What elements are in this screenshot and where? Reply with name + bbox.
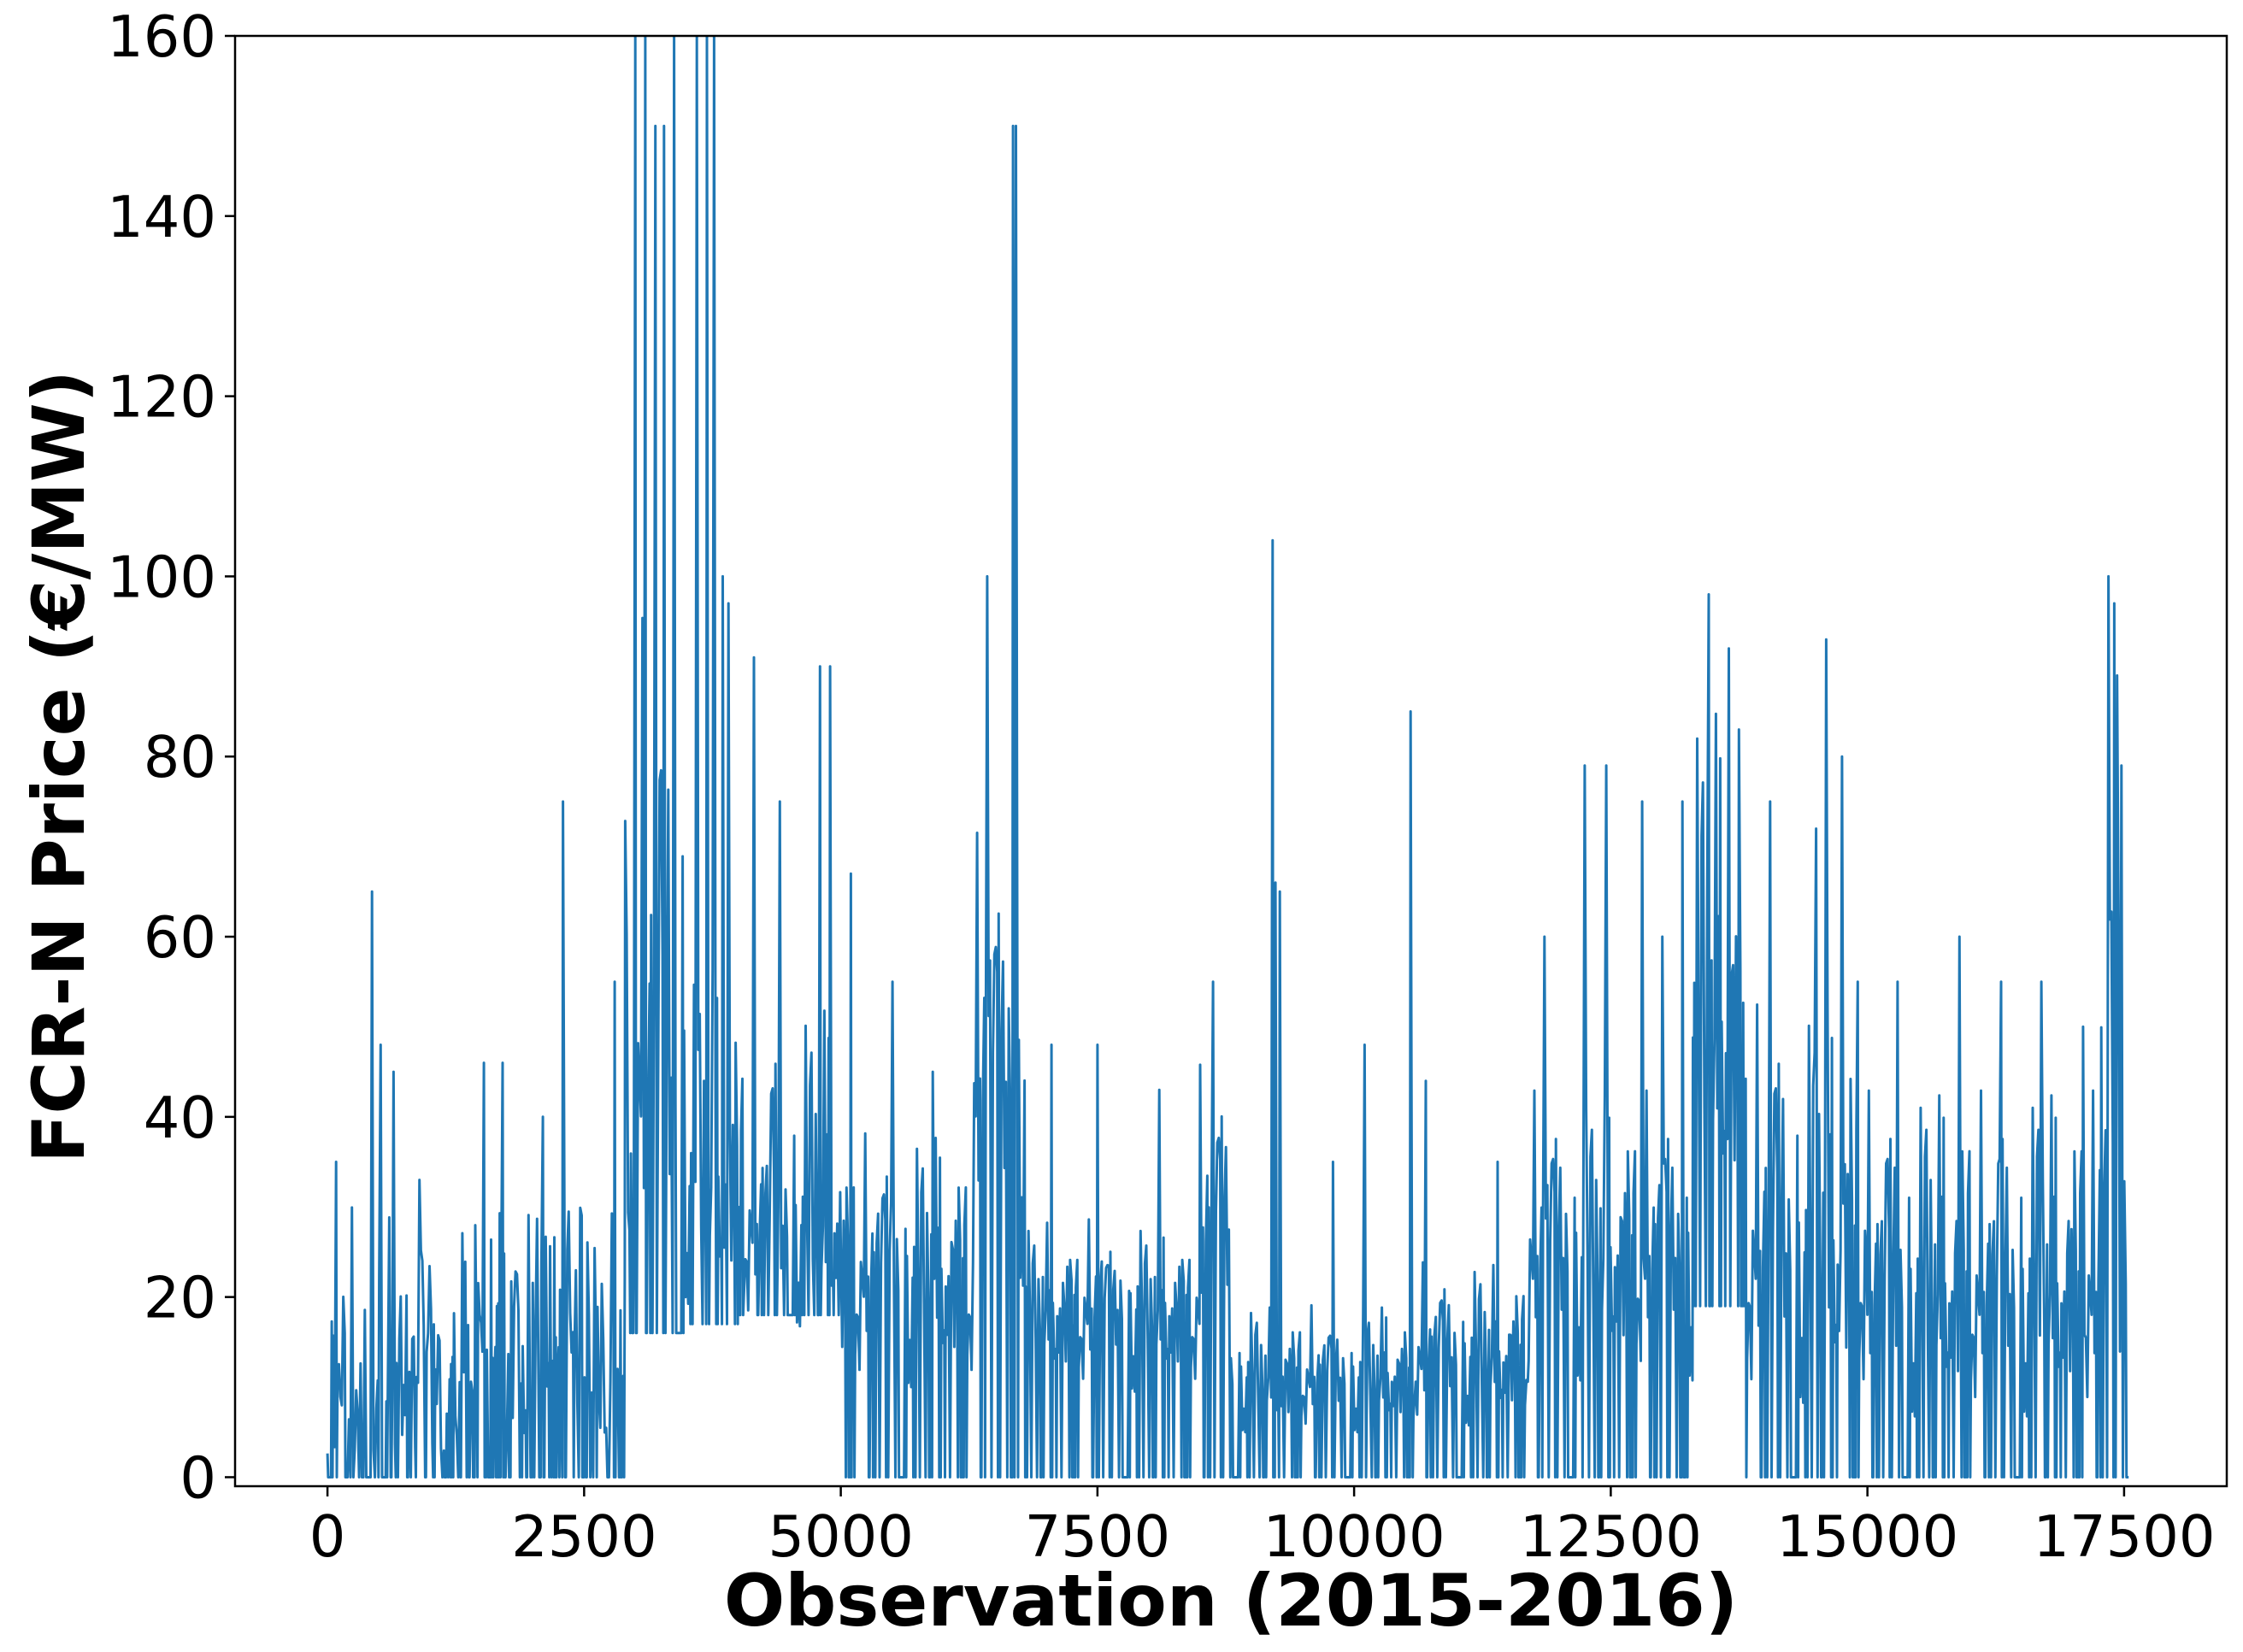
x-tick-label: 10000 [1263, 1503, 1445, 1570]
y-tick-label: 80 [144, 724, 216, 791]
x-tick-label: 5000 [768, 1503, 914, 1570]
series-group [326, 36, 2129, 1479]
x-tick-label: 15000 [1776, 1503, 1958, 1570]
x-tick-label: 0 [309, 1503, 346, 1570]
x-tick-label: 7500 [1025, 1503, 1171, 1570]
y-tick-label: 140 [107, 184, 216, 250]
y-tick-label: 160 [107, 3, 216, 70]
x-tick-label: 2500 [511, 1503, 657, 1570]
x-axis: 0 2500 5000 7500 10000 12500 15000 17500 [309, 1486, 2215, 1570]
x-axis-title: Observation (2015-2016) [724, 1559, 1738, 1643]
x-tick-label: 12500 [1520, 1503, 1702, 1570]
y-tick-label: 40 [144, 1085, 216, 1151]
y-tick-label: 120 [107, 364, 216, 431]
y-tick-label: 100 [107, 544, 216, 610]
plot-frame [233, 34, 2228, 1488]
x-tick-label: 17500 [2033, 1503, 2215, 1570]
y-tick-label: 20 [144, 1265, 216, 1332]
series-line [326, 36, 2129, 1479]
y-tick-label: 60 [144, 904, 216, 971]
y-axis: 0 20 40 60 80 100 120 140 160 [107, 3, 235, 1511]
y-tick-label: 0 [180, 1444, 216, 1511]
y-axis-title: FCR-N Price (€/MW) [17, 370, 101, 1163]
